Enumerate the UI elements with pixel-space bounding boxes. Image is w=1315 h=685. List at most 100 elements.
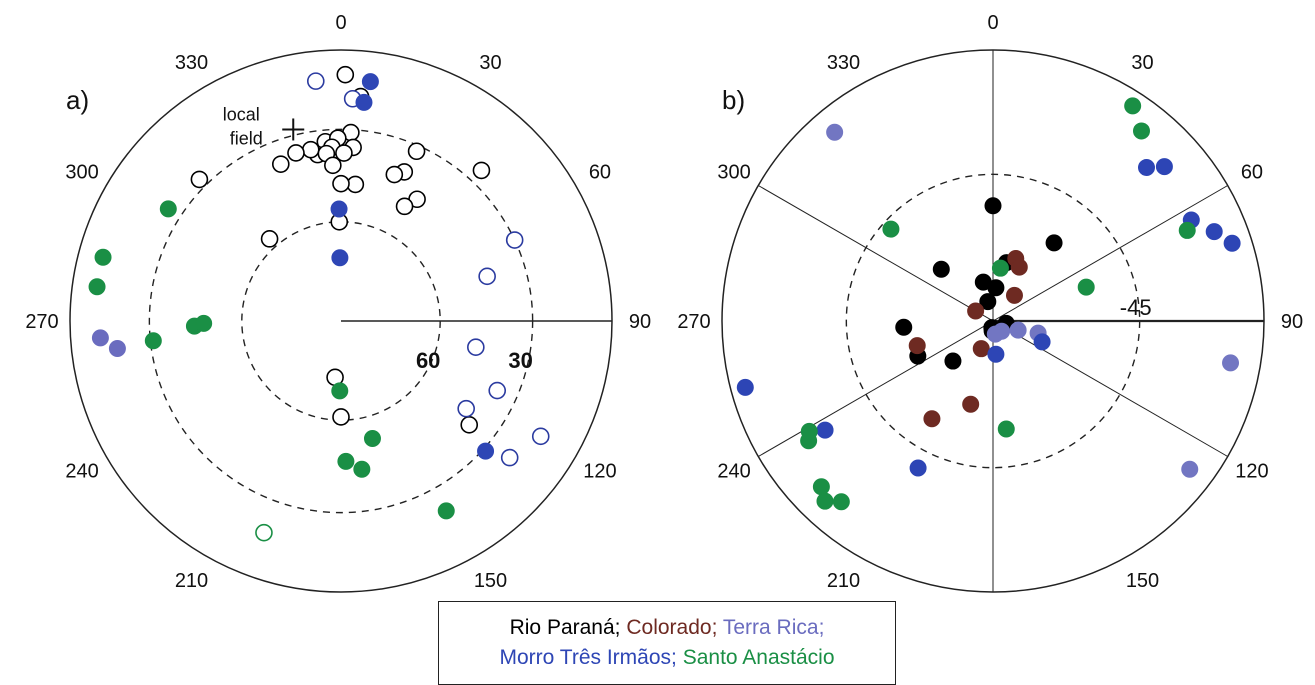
declination-tick-label: 270 [677, 311, 710, 333]
declination-tick-label: 30 [1131, 52, 1153, 74]
data-point [1124, 97, 1142, 115]
data-point [826, 123, 844, 141]
declination-tick-label: 150 [1126, 570, 1159, 592]
declination-tick-label: 0 [335, 12, 346, 34]
data-point [1137, 159, 1155, 177]
declination-tick-label: 60 [589, 162, 611, 184]
legend: Rio Paraná; Colorado; Terra Rica; Morro … [438, 601, 896, 685]
data-point [1010, 258, 1028, 276]
data-point [94, 248, 112, 266]
data-point [467, 338, 485, 357]
declination-tick-label: 120 [1235, 461, 1268, 483]
declination-tick-label: 150 [474, 570, 507, 592]
data-point [984, 197, 1002, 215]
data-point [908, 337, 926, 355]
data-point [1033, 333, 1051, 351]
data-point [287, 144, 305, 162]
declination-tick-label: 90 [1281, 311, 1303, 333]
data-point [108, 339, 126, 357]
data-point [1005, 286, 1023, 304]
legend-rio-parana: Rio Paraná; [509, 616, 621, 639]
declination-tick-label: 0 [987, 12, 998, 34]
declination-tick-label: 90 [629, 311, 651, 333]
stereonet-b: 0306090120150180210240270300330b)-45 [677, 12, 1303, 593]
data-point [144, 332, 162, 350]
data-point [986, 325, 1004, 343]
data-point [991, 259, 1009, 277]
declination-tick-label: 30 [479, 52, 501, 74]
data-point [353, 460, 371, 478]
data-point [944, 352, 962, 370]
data-point [1205, 223, 1223, 241]
data-point [159, 200, 177, 218]
declination-tick-label: 330 [827, 52, 860, 74]
data-point [271, 155, 290, 173]
data-point [331, 249, 349, 267]
declination-tick-label: 270 [25, 311, 58, 333]
data-point [1223, 234, 1241, 252]
data-point [1155, 158, 1173, 176]
data-point [361, 73, 379, 91]
data-point [332, 174, 350, 193]
data-point [531, 427, 550, 446]
data-point [363, 429, 381, 447]
legend-morro-tres-irmaos: Morro Três Irmãos; [499, 646, 677, 669]
data-point [1045, 234, 1063, 252]
declination-tick-label: 210 [827, 570, 860, 592]
data-point [1181, 460, 1199, 478]
data-point [812, 478, 830, 496]
data-point [1077, 278, 1095, 296]
legend-colorado: Colorado; [626, 616, 718, 639]
data-point [355, 93, 373, 111]
data-point [800, 422, 818, 440]
local-field-label: field [230, 128, 263, 148]
data-point [457, 399, 475, 418]
data-point [437, 502, 455, 520]
data-point [330, 200, 348, 218]
data-point [932, 260, 950, 278]
panel-label-b: b) [722, 85, 745, 115]
data-point [395, 197, 414, 216]
inclination-label-30: 30 [508, 348, 532, 373]
data-point [979, 293, 997, 311]
data-point [88, 278, 106, 296]
data-point [332, 408, 350, 426]
data-point [477, 442, 495, 460]
declination-tick-label: 300 [65, 162, 98, 184]
data-point [478, 267, 496, 286]
data-point [974, 273, 992, 291]
legend-terra-rica: Terra Rica; [722, 616, 825, 639]
declination-tick-label: 60 [1241, 162, 1263, 184]
data-point [195, 314, 213, 332]
data-point [331, 382, 349, 400]
legend-line-2: Morro Três Irmãos; Santo Anastácio [439, 643, 895, 673]
panel-label-a: a) [66, 85, 89, 115]
data-point [488, 381, 507, 400]
data-point [190, 170, 209, 189]
data-point [472, 161, 491, 180]
data-point [1009, 321, 1027, 339]
inclination-label-60: 60 [416, 348, 440, 373]
data-point [1222, 354, 1240, 372]
data-point [909, 459, 927, 477]
data-point [816, 421, 834, 439]
data-point [407, 142, 426, 161]
data-point [301, 140, 320, 159]
declination-tick-label: 120 [583, 461, 616, 483]
data-point [997, 420, 1015, 438]
data-point [1132, 122, 1150, 140]
declination-tick-label: 240 [65, 461, 98, 483]
local-field-label: local [223, 104, 260, 124]
data-point [832, 493, 850, 511]
data-point [736, 378, 754, 396]
declination-tick-label: 210 [175, 570, 208, 592]
data-point [91, 329, 109, 347]
data-point [500, 448, 519, 467]
data-point [967, 302, 985, 320]
stereonet-a: 0306090120150180210240270300330a)6030loc… [25, 12, 651, 593]
data-point [336, 65, 355, 84]
data-point [987, 345, 1005, 363]
declination-tick-label: 300 [717, 162, 750, 184]
data-point [306, 72, 325, 90]
data-point [972, 340, 990, 358]
